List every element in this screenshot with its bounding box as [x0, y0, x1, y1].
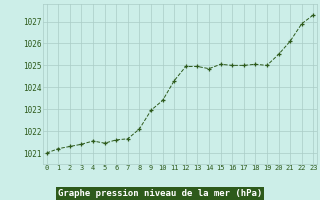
Text: Graphe pression niveau de la mer (hPa): Graphe pression niveau de la mer (hPa): [58, 189, 262, 198]
